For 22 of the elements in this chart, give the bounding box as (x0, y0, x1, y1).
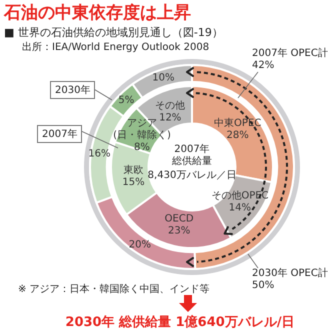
text: ※ アジア：日本・韓国除く中国、インド等 (18, 284, 210, 296)
text: 2030年 OPEC計 50% (252, 268, 328, 291)
data-label: 15% (122, 176, 145, 188)
data-label: 16% (88, 148, 110, 160)
slice-label: 2007年 (37, 125, 82, 143)
chart-title: 石油の中東依存度は上昇 (4, 3, 191, 24)
text: 2007年 OPEC計 42% (252, 48, 328, 71)
text: 8,430万バレル／日 (148, 170, 236, 181)
text: 2030年 総供給量 1億640万バレル/日 (64, 315, 296, 331)
slice-label: その他 (155, 100, 186, 112)
data-label: 23% (168, 225, 190, 236)
data-label: 10% (152, 72, 174, 84)
slice-label: OECD (164, 213, 194, 224)
data-label: 5% (118, 94, 134, 106)
data-label: 28% (226, 130, 249, 141)
data-label: 14% (228, 202, 252, 214)
data-label: 20% (128, 239, 151, 250)
slice-label: 東欧 (124, 164, 144, 176)
chart-subtitle: ■ 世界の石油供給の地域別見通し（図-19） (4, 26, 223, 40)
slice-label: 2030年 (50, 81, 96, 99)
text: 出所：IEA/World Energy Outlook 2008 (22, 42, 210, 54)
text: 2007年総供給量 (171, 144, 213, 167)
